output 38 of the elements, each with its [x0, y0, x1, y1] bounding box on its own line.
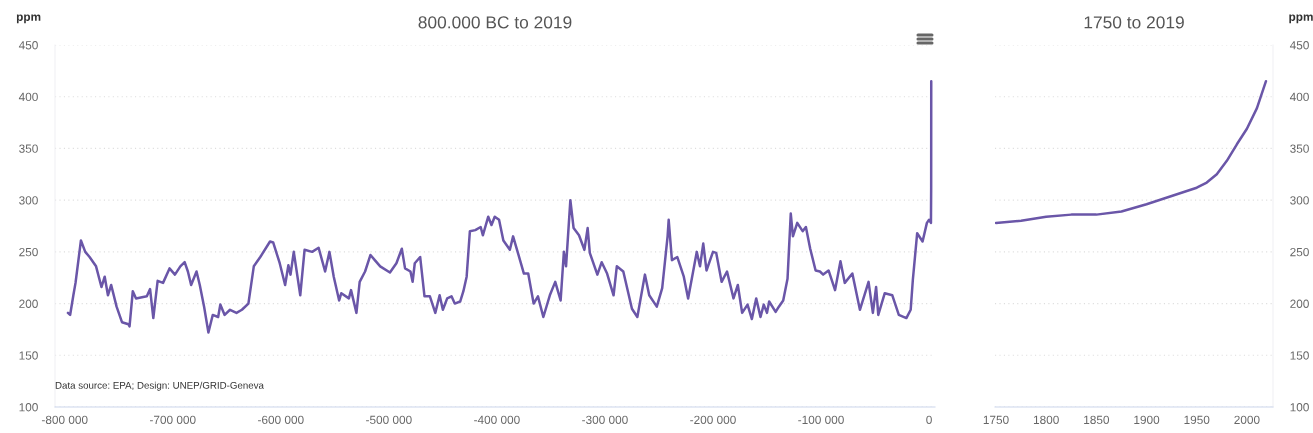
x-tick-label: 1800	[1033, 415, 1059, 424]
y-tick-label: 450	[1289, 41, 1309, 50]
y-tick-label: 450	[18, 41, 38, 50]
x-tick-label: 1750	[983, 415, 1009, 424]
chart-title: 1750 to 2019	[1084, 16, 1184, 29]
y-tick-label: 150	[1290, 351, 1309, 360]
x-tick-label: -300 000	[582, 415, 628, 424]
annotation: Data source: EPA; Design: UNEP/GRID-Geneva	[55, 381, 264, 391]
y-tick-label: 250	[1290, 247, 1309, 257]
x-tick-label: -500 000	[366, 415, 412, 424]
y-tick-label: 200	[19, 299, 38, 308]
x-tick-label: 1850	[1084, 415, 1110, 424]
y-tick-label: 150	[19, 351, 38, 360]
y-tick-label: 250	[19, 247, 38, 257]
x-tick-label: 1950	[1184, 415, 1210, 424]
chart-title: 800.000 BC to 2019	[418, 16, 572, 29]
line-series	[66, 79, 933, 334]
x-tick-label: -200 000	[690, 415, 736, 424]
y-tick-label: 400	[18, 92, 38, 102]
x-tick-label: -400 000	[474, 415, 520, 424]
y-axis-title: ppm	[16, 14, 41, 24]
y-tick-label: 350	[19, 144, 38, 153]
y-tick-label: 100	[19, 403, 38, 412]
line-series	[995, 79, 1268, 225]
y-tick-label: 400	[1289, 92, 1309, 102]
x-tick-label: -100 000	[798, 415, 844, 424]
x-tick-label: 1900	[1134, 415, 1160, 424]
x-tick-label: -800 000	[41, 415, 88, 424]
x-tick-label: -700 000	[149, 415, 196, 424]
x-tick-label: 0	[926, 415, 932, 424]
y-tick-label: 100	[1290, 403, 1309, 412]
y-axis-title: ppm	[1289, 14, 1313, 24]
x-tick-label: 2000	[1234, 415, 1260, 424]
y-tick-label: 350	[1290, 144, 1309, 153]
y-tick-label: 300	[1290, 196, 1309, 205]
y-tick-label: 200	[1290, 299, 1309, 308]
x-tick-label: -600 000	[258, 415, 304, 424]
y-tick-label: 300	[19, 196, 38, 205]
